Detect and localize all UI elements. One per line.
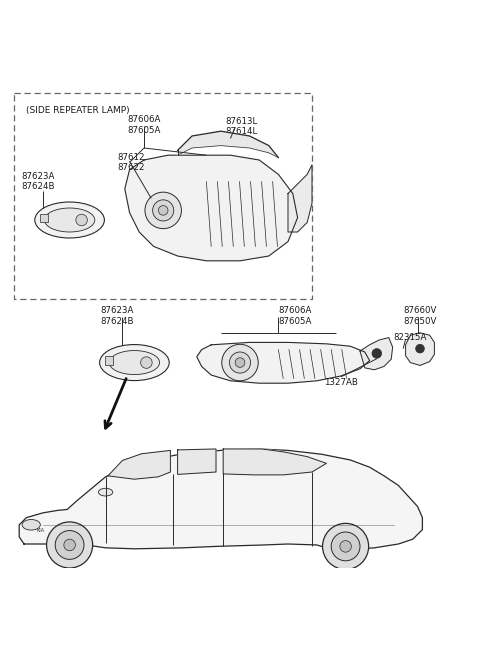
Ellipse shape bbox=[44, 208, 95, 232]
Bar bbox=[40, 214, 48, 222]
Text: KIA: KIA bbox=[37, 528, 45, 533]
Circle shape bbox=[145, 192, 181, 229]
Text: 87612
87622: 87612 87622 bbox=[118, 153, 145, 172]
Text: 87660V
87650V: 87660V 87650V bbox=[403, 306, 437, 326]
Ellipse shape bbox=[22, 520, 40, 530]
Circle shape bbox=[340, 541, 351, 552]
Circle shape bbox=[153, 200, 174, 221]
Circle shape bbox=[55, 531, 84, 560]
Circle shape bbox=[229, 352, 251, 373]
Polygon shape bbox=[406, 333, 434, 365]
Text: 87623A
87624B: 87623A 87624B bbox=[101, 306, 134, 326]
Text: 87606A
87605A: 87606A 87605A bbox=[127, 115, 161, 134]
Ellipse shape bbox=[109, 350, 159, 375]
Polygon shape bbox=[178, 131, 278, 157]
Circle shape bbox=[47, 522, 93, 568]
Text: 87606A
87605A: 87606A 87605A bbox=[278, 306, 312, 326]
Circle shape bbox=[235, 358, 245, 367]
Circle shape bbox=[141, 357, 152, 368]
Text: 82315A: 82315A bbox=[394, 333, 427, 342]
Circle shape bbox=[76, 215, 87, 226]
Text: (SIDE REPEATER LAMP): (SIDE REPEATER LAMP) bbox=[26, 106, 130, 115]
Circle shape bbox=[331, 532, 360, 561]
Ellipse shape bbox=[98, 488, 113, 496]
Polygon shape bbox=[108, 451, 170, 479]
Polygon shape bbox=[223, 449, 326, 475]
Circle shape bbox=[416, 344, 424, 353]
Text: 1327AB: 1327AB bbox=[324, 378, 358, 387]
Bar bbox=[105, 356, 113, 365]
Circle shape bbox=[372, 348, 382, 358]
Ellipse shape bbox=[100, 344, 169, 380]
Circle shape bbox=[323, 523, 369, 569]
Polygon shape bbox=[360, 338, 393, 370]
Polygon shape bbox=[125, 155, 298, 261]
Polygon shape bbox=[288, 165, 312, 232]
Circle shape bbox=[158, 205, 168, 215]
Polygon shape bbox=[178, 449, 216, 474]
Text: 87623A
87624B: 87623A 87624B bbox=[21, 172, 55, 192]
Ellipse shape bbox=[35, 202, 104, 238]
Circle shape bbox=[222, 344, 258, 380]
Polygon shape bbox=[197, 342, 370, 383]
Circle shape bbox=[64, 539, 75, 551]
Text: 87613L
87614L: 87613L 87614L bbox=[226, 117, 258, 136]
Polygon shape bbox=[19, 449, 422, 550]
